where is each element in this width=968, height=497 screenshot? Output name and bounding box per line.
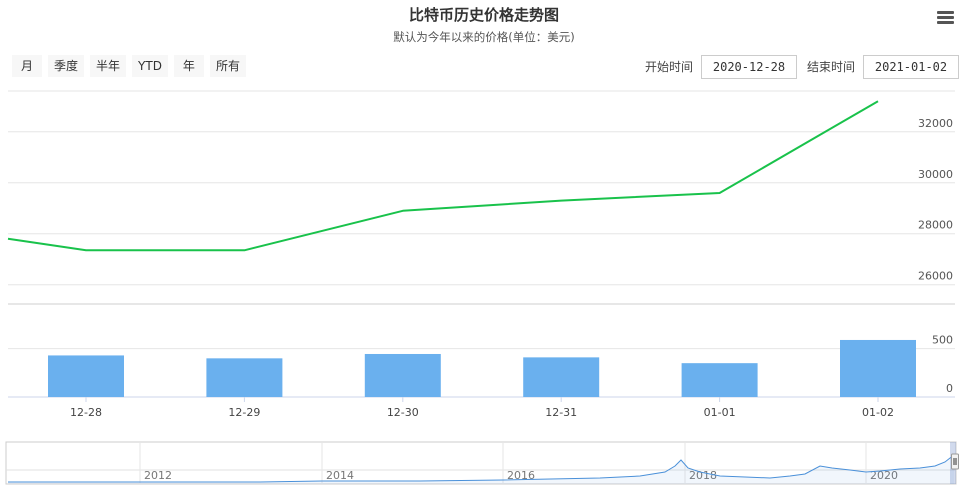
volume-bar — [681, 363, 758, 397]
range-selector-buttons: 月 季度 半年 YTD 年 所有 — [12, 55, 252, 77]
hamburger-menu-icon[interactable] — [936, 10, 956, 28]
price-tick-label: 32000 — [918, 117, 953, 130]
navigator-area — [8, 456, 954, 484]
navigator-frame — [5, 441, 957, 485]
range-button-ytd[interactable]: YTD — [132, 55, 168, 77]
volume-bar — [206, 358, 283, 397]
price-tick-label: 28000 — [918, 219, 953, 232]
range-button-half-year[interactable]: 半年 — [90, 55, 127, 77]
end-date-input[interactable]: 2021-01-02 — [863, 55, 959, 79]
navigator-label: 2012 — [144, 469, 172, 482]
price-line — [7, 100, 879, 252]
price-tick-label: 30000 — [918, 168, 953, 181]
x-tick-label: 12-28 — [70, 406, 102, 419]
x-tick-label: 12-29 — [228, 406, 260, 419]
chart-title: 比特币历史价格走势图 — [408, 6, 559, 24]
range-button-year[interactable]: 年 — [173, 55, 204, 77]
volume-tick-label: 500 — [932, 334, 953, 347]
range-button-quarter[interactable]: 季度 — [48, 55, 85, 77]
volume-tick-label: 0 — [946, 382, 953, 395]
volume-bar — [364, 353, 441, 397]
x-tick-label: 01-02 — [862, 406, 894, 419]
end-date-label: 结束时间 — [807, 60, 856, 74]
x-tick-label: 01-01 — [704, 406, 736, 419]
x-tick-label: 12-30 — [387, 406, 419, 419]
navigator-label: 2020 — [870, 469, 898, 482]
start-date-label: 开始时间 — [645, 60, 694, 74]
volume-bar — [840, 339, 916, 397]
chart-subtitle: 默认为今年以来的价格(单位：美元) — [393, 30, 575, 44]
volume-bar — [523, 357, 600, 397]
navigator-line — [8, 455, 955, 483]
x-tick-label: 12-31 — [545, 406, 577, 419]
start-date-input[interactable]: 2020-12-28 — [701, 55, 797, 79]
range-button-all[interactable]: 所有 — [209, 55, 246, 77]
navigator-label: 2018 — [689, 469, 717, 482]
navigator-handle — [951, 453, 959, 470]
range-button-month[interactable]: 月 — [12, 55, 42, 77]
volume-bar — [48, 355, 124, 397]
navigator-label: 2016 — [507, 469, 535, 482]
price-tick-label: 26000 — [918, 270, 953, 283]
navigator-label: 2014 — [326, 469, 354, 482]
